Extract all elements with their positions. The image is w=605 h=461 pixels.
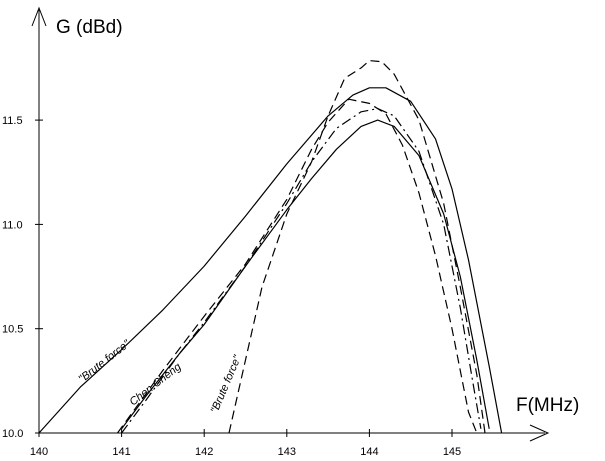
- series-line-1: [38, 87, 503, 434]
- series-line-2: [121, 119, 490, 430]
- x-ticks: 140 141 142 143 144 145: [30, 429, 461, 458]
- y-tick-label: 11.0: [2, 219, 23, 231]
- x-axis: [39, 424, 550, 442]
- series-line-5: [228, 59, 486, 434]
- x-tick-label: 141: [112, 446, 130, 458]
- x-tick-label: 143: [278, 446, 296, 458]
- y-axis-title: G (dBd): [56, 17, 123, 38]
- x-tick-label: 140: [30, 446, 48, 458]
- y-tick-label: 10.5: [2, 324, 23, 336]
- x-tick-label: 145: [443, 446, 461, 458]
- x-tick-label: 142: [195, 446, 213, 458]
- series-group: [38, 59, 503, 434]
- x-axis-title: F(MHz): [516, 395, 579, 416]
- annotation-chen-cheng: Chen Cheng: [127, 360, 184, 408]
- annotation-brute-force-left: "Brute force": [76, 337, 133, 385]
- x-axis-arrow-icon: [529, 424, 550, 442]
- series-line-4: [117, 98, 478, 434]
- y-axis-arrow-icon: [31, 6, 47, 27]
- y-tick-label: 11.5: [2, 115, 23, 127]
- annotation-brute-force-right: "Brute force": [209, 353, 245, 415]
- series-line-3: [121, 107, 482, 434]
- y-ticks: 10.0 10.5 11.0 11.5: [2, 115, 43, 440]
- y-axis: [31, 6, 47, 433]
- y-tick-label: 10.0: [2, 428, 23, 440]
- x-tick-label: 144: [360, 446, 378, 458]
